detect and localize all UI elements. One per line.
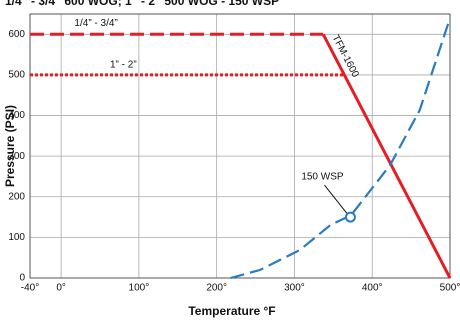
x-tick-label: 500° — [440, 283, 460, 294]
x-tick-label: 400° — [362, 283, 383, 294]
leader-line — [324, 184, 348, 215]
series-line — [321, 33, 452, 279]
chart-title: 1/4” - 3/4” 600 WOG; 1” - 2” 500 WOG - 1… — [5, 0, 279, 8]
x-axis-label: Temperature °F — [188, 304, 275, 318]
series-label: 1” - 2” — [110, 60, 137, 71]
series-label: 1/4” - 3/4” — [74, 18, 117, 29]
y-tick-label: 100 — [8, 232, 25, 243]
x-tick-label: 0° — [56, 283, 66, 294]
y-tick-label: 600 — [8, 29, 25, 40]
x-tick-label: 200° — [206, 283, 227, 294]
y-tick-label: 200 — [8, 191, 25, 202]
annotation-label: 150 WSP — [301, 172, 344, 183]
y-tick-label: 0 — [19, 273, 25, 284]
x-tick-label: 100° — [129, 283, 150, 294]
annotation-marker — [344, 211, 356, 223]
y-tick-label: 300 — [8, 151, 25, 162]
y-axis-label: Pressure (PSI) — [3, 105, 17, 187]
y-tick-label: 500 — [8, 70, 25, 81]
plot-frame — [29, 13, 451, 279]
series-line — [230, 17, 452, 280]
y-tick-label: 400 — [8, 110, 25, 121]
x-tick-label: 300° — [284, 283, 305, 294]
x-tick-label: -40° — [21, 283, 39, 294]
